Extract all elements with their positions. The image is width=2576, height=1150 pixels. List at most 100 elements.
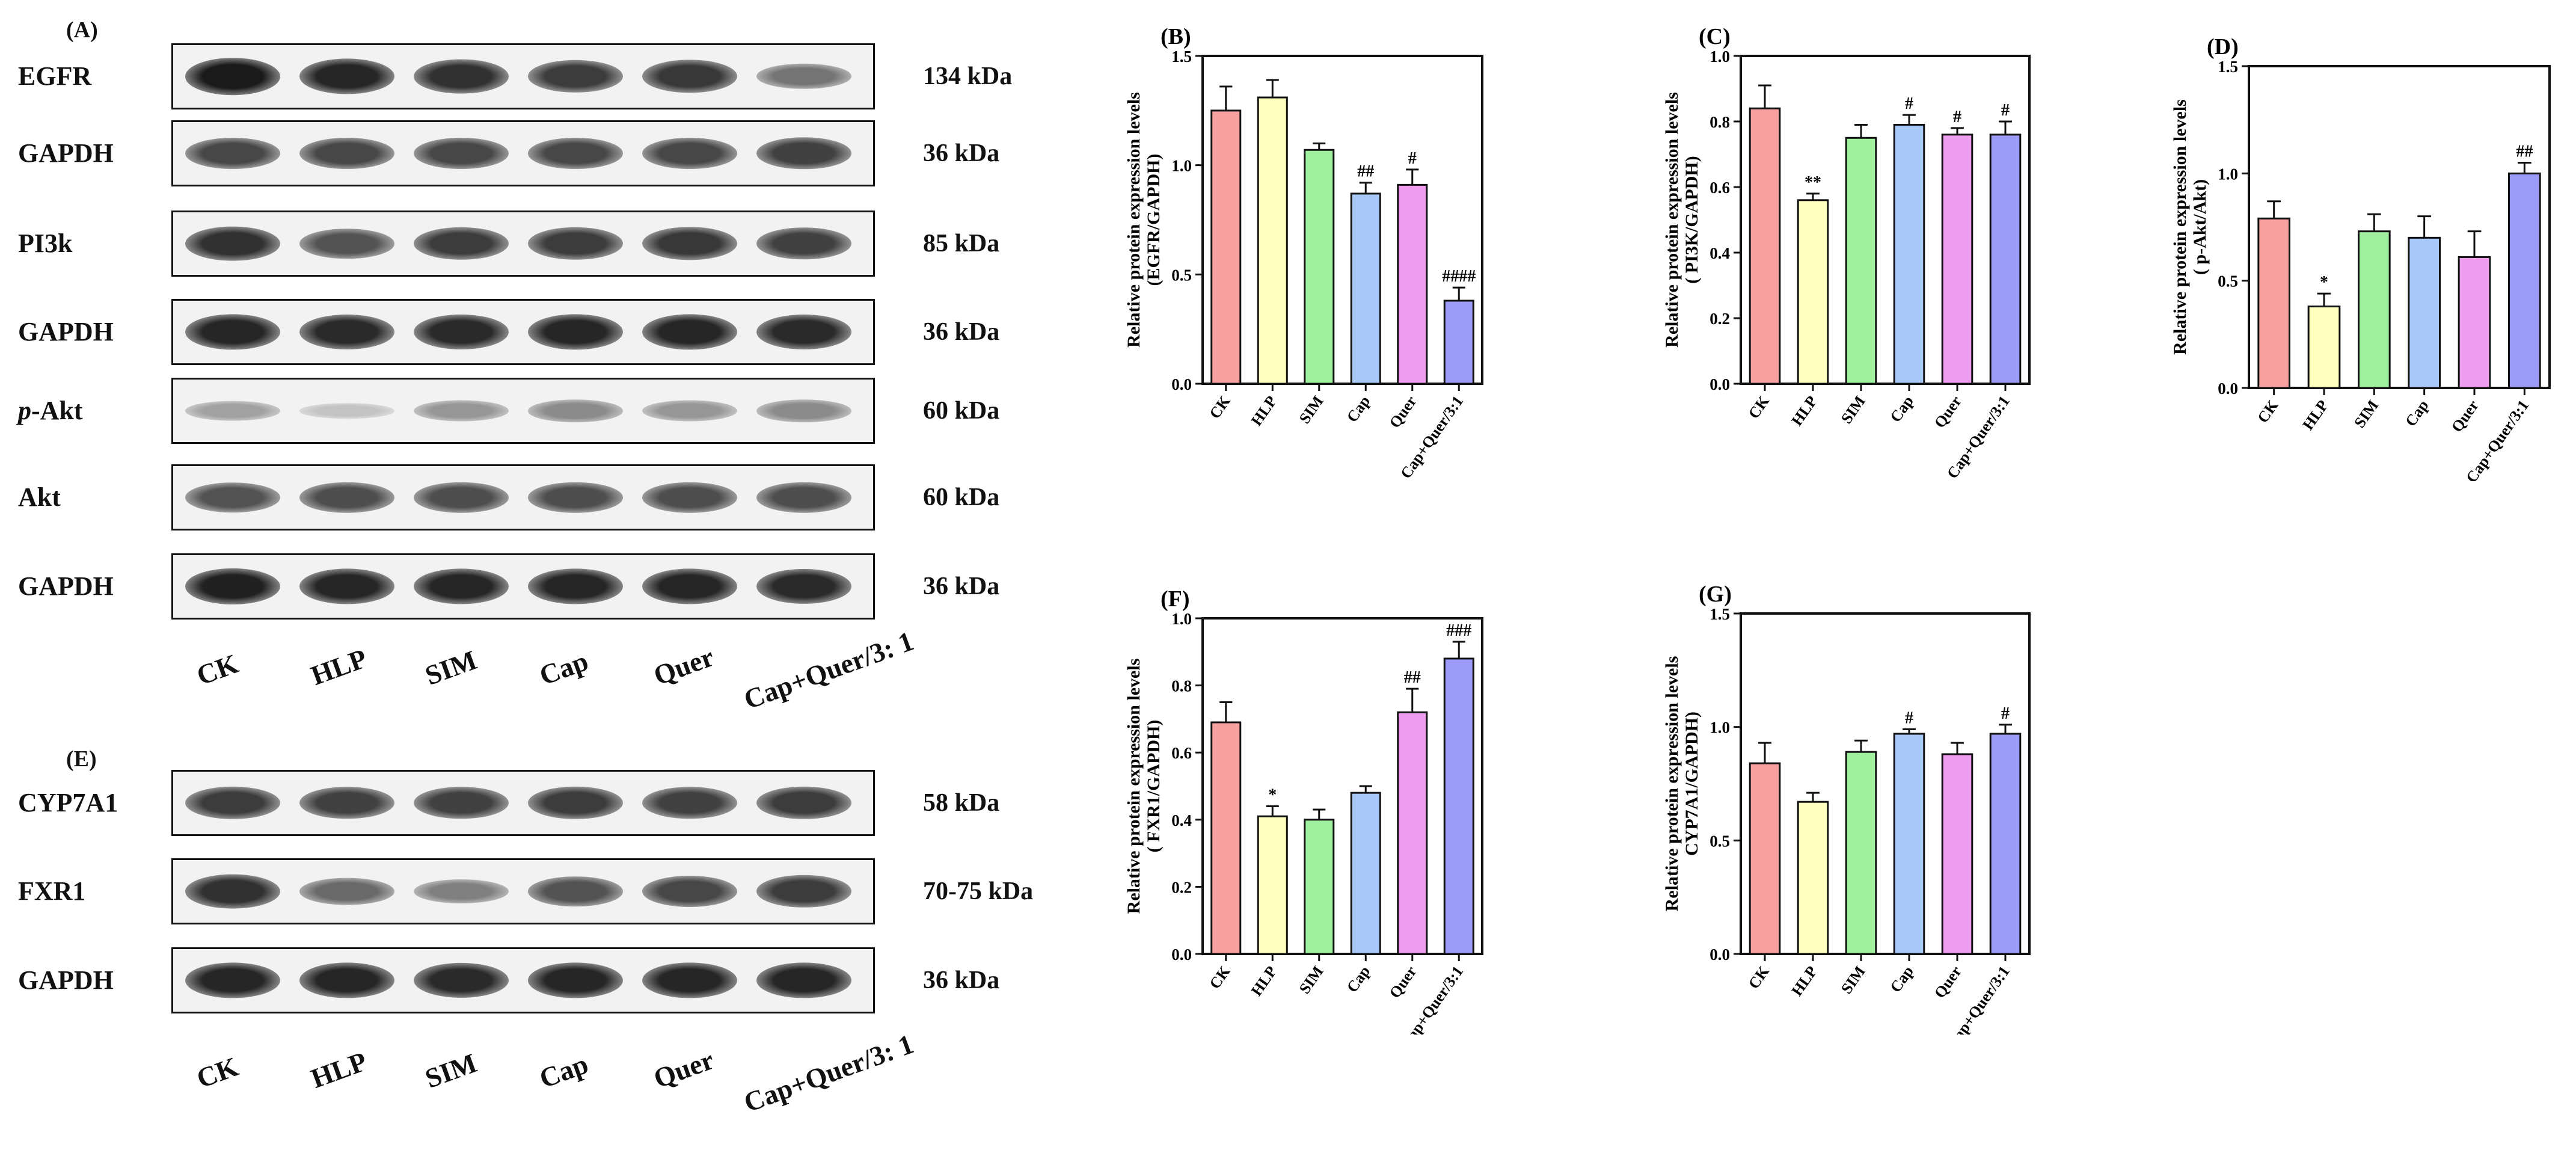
significance-marker: * [1268,786,1277,804]
y-axis-label: Relative protein expression levels [1662,656,1682,912]
x-tick-label: Cap [1343,393,1373,426]
blot-kda: 60 kDa [923,397,1000,425]
lane-label: Cap [535,1048,592,1094]
y-tick-label: 0.0 [2218,380,2238,398]
blot-band [528,568,623,604]
blot-band [299,568,394,604]
bar [1304,819,1335,955]
bar [1749,762,1781,955]
y-tick-label: 0.6 [1710,179,1730,197]
bar [1845,751,1877,955]
blot-band [756,137,851,170]
blot-row-e-0: CYP7A1 58 kDa [0,770,1058,836]
blot-band [528,786,623,820]
blot-band [642,482,737,513]
y-axis-label-sub: CYP7A1/GAPDH) [1682,712,1702,856]
bar [2408,236,2441,389]
x-tick-label: Quer [1931,963,1965,1001]
plot-frame [1740,612,2031,955]
blot-band [185,401,280,421]
blot-image [171,770,875,836]
bar [2358,230,2391,389]
blot-protein-name: GAPDH [18,571,114,601]
blot-band [185,314,280,350]
x-tick-label: HLP [1788,963,1821,1000]
blot-protein-name: GAPDH [18,138,114,168]
bar [1210,109,1242,385]
y-axis-label: Relative protein expression levels [1124,92,1144,348]
blot-protein-name: PI3k [18,229,73,258]
y-tick-label: 0.4 [1710,244,1730,262]
blot-band [528,314,623,350]
y-axis-label-sub: ( FXR1/GAPDH) [1144,720,1164,853]
blot-image [171,553,875,620]
blot-kda: 70-75 kDa [923,878,1034,905]
blot-band [756,399,851,422]
bar [2508,172,2541,389]
blot-band [642,787,737,819]
significance-marker: #### [1442,267,1476,286]
bar [1797,801,1829,955]
blot-protein-name: CYP7A1 [18,788,118,817]
panel-label: (D) [2207,34,2239,60]
blot-band [299,878,394,905]
blot-band [185,138,280,169]
blot-band [528,482,623,513]
significance-marker: * [2320,273,2328,292]
blot-band [185,962,280,998]
y-tick-label: 0.8 [1171,677,1192,695]
significance-marker: ### [1446,621,1471,640]
blot-band [414,482,509,513]
blot-band [299,482,394,513]
blot-band [528,399,623,422]
panel-label: (C) [1699,24,1731,49]
y-tick-label: 0.2 [1710,310,1730,328]
x-tick-label: CK [2254,396,2282,426]
blot-band [185,874,280,909]
blot-kda: 134 kDa [923,63,1013,90]
blot-band [299,229,394,259]
y-axis-label-sub: (EGFR/GAPDH) [1144,154,1164,286]
bar [1257,815,1288,955]
lane-label: Cap [535,645,592,691]
significance-marker: ## [2516,143,2533,161]
blot-band [299,314,394,350]
bar [1397,183,1428,385]
x-tick-label: Cap [2402,397,2432,430]
y-tick-label: 1.5 [1710,605,1730,623]
y-tick-label: 0.6 [1171,744,1192,762]
blot-row-a-5: Akt 60 kDa [0,464,1058,530]
y-tick-label: 0.4 [1171,811,1192,829]
blot-band [528,876,623,906]
bar [1797,199,1829,385]
blot-band [185,786,280,820]
blot-image [171,947,875,1013]
y-tick-label: 0.5 [1710,832,1730,850]
blot-row-a-6: GAPDH 36 kDa [0,553,1058,620]
significance-marker: # [2001,101,2010,120]
blot-band [756,482,851,513]
blot-band [642,400,737,422]
blot-band [299,962,394,998]
blot-row-a-2: PI3k 85 kDa [0,211,1058,277]
bar [1893,123,1925,385]
lane-label: SIM [421,1047,481,1094]
blot-band [642,138,737,169]
y-tick-label: 0.2 [1171,878,1192,896]
y-tick-label: 1.5 [1171,48,1192,66]
blot-row-a-1: GAPDH 36 kDa [0,120,1058,186]
bar [1443,300,1474,385]
blot-band [299,403,394,419]
significance-marker: ## [1404,668,1421,687]
blot-image [171,120,875,186]
y-tick-label: 0.0 [1710,375,1730,393]
blot-image [171,299,875,365]
chart-d: (D) 0.0 0.5 1.0 1.5 Relative protein expressi… [2170,34,2551,481]
y-tick-label: 0.8 [1710,113,1730,131]
x-tick-label: SIM [2351,397,2382,431]
blot-kda: 36 kDa [923,140,1000,167]
significance-marker: ## [1357,162,1374,181]
blot-band [756,962,851,998]
panel-label: (G) [1699,582,1732,607]
x-tick-label: CK [1745,392,1773,422]
